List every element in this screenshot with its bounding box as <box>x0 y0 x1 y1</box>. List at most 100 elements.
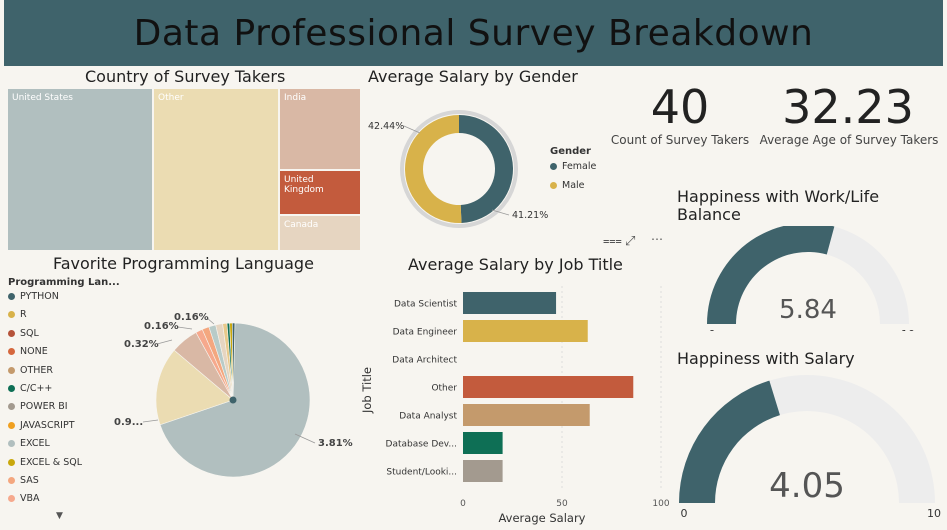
legend-dot-icon <box>8 421 15 429</box>
male-dot-icon <box>550 182 557 189</box>
language-legend-item[interactable]: OTHER <box>8 365 53 376</box>
bar-category-label: Student/Looki... <box>386 468 457 478</box>
legend-dot-icon <box>8 293 15 300</box>
legend-dot-icon <box>8 477 15 484</box>
pie-data-label: 0.16% <box>144 321 179 332</box>
treemap-cell-canada[interactable]: Canada <box>279 215 361 251</box>
legend-label: POWER BI <box>20 401 68 413</box>
pie-leader-line <box>206 317 215 325</box>
language-legend-item[interactable]: JAVASCRIPT <box>8 420 75 431</box>
pie-data-label: 0.32% <box>124 339 159 350</box>
legend-label: SAS <box>20 475 39 486</box>
pie-slice <box>231 322 236 401</box>
female-dot-icon <box>550 163 557 170</box>
legend-dot-icon <box>8 348 15 356</box>
legend-label: R <box>20 309 27 321</box>
treemap-cell-united-states[interactable]: United States <box>7 88 153 251</box>
gender-donut-chart[interactable]: 41.21% 42.44% <box>362 88 602 238</box>
legend-label: JAVASCRIPT <box>20 419 75 431</box>
bar-x-tick: 0 <box>460 499 466 509</box>
legend-dot-icon <box>8 366 15 374</box>
bar-student-looki- <box>463 460 503 482</box>
legend-male-label: Male <box>562 180 585 191</box>
legend-label: C/C++ <box>20 383 53 394</box>
treemap-cell-united-kingdom[interactable]: United Kingdom <box>279 170 361 215</box>
language-legend-item[interactable]: VBA <box>8 493 40 504</box>
treemap-cell-india[interactable]: India <box>279 88 361 170</box>
salary-gauge[interactable]: 4.05 0 10 <box>668 368 944 523</box>
language-legend-item[interactable]: NONE <box>8 346 48 357</box>
language-legend-item[interactable]: EXCEL & SQL <box>8 457 82 468</box>
legend-female[interactable]: Female <box>550 161 596 172</box>
bar-category-label: Data Architect <box>392 356 457 366</box>
scroll-down-icon[interactable]: ▼ <box>56 511 63 521</box>
bar-x-axis-label: Average Salary <box>498 511 585 525</box>
worklife-gauge-value: 5.84 <box>779 295 837 325</box>
language-legend-item[interactable]: PYTHON <box>8 291 59 302</box>
focus-mode-icon[interactable]: ⤢ <box>625 234 636 249</box>
bar-database-dev- <box>463 432 503 454</box>
bar-data-scientist <box>463 292 557 314</box>
legend-label: EXCEL & SQL <box>20 456 82 468</box>
language-title: Favorite Programming Language <box>53 254 314 273</box>
legend-dot-icon <box>8 403 15 411</box>
kpi-count-label: Count of Survey Takers <box>610 133 750 147</box>
pie-leader-line <box>177 326 193 330</box>
worklife-gauge[interactable]: 5.84 0 10 <box>690 226 930 331</box>
gender-legend-title: Gender <box>550 146 591 157</box>
pie-data-label: 0.9... <box>114 417 143 428</box>
legend-label: NONE <box>20 346 48 358</box>
job-salary-bar-chart[interactable]: Data Scientist Data Engineer Data Architec… <box>355 280 675 525</box>
legend-dot-icon <box>8 385 15 392</box>
bar-category-label: Data Engineer <box>393 328 458 338</box>
more-options-icon[interactable]: ⋯ <box>651 232 663 246</box>
language-legend-item[interactable]: SAS <box>8 475 39 486</box>
pie-leader-line <box>142 419 159 423</box>
legend-dot-icon <box>8 458 15 466</box>
bar-x-tick: 50 <box>556 499 568 509</box>
language-legend-item[interactable]: SQL <box>8 328 39 339</box>
treemap-cell-other[interactable]: Other <box>153 88 279 251</box>
language-legend-title: Programming Lan... <box>8 277 120 288</box>
gender-title: Average Salary by Gender <box>368 67 578 86</box>
worklife-gauge-fill <box>707 226 835 324</box>
salary-gauge-min-label: 0 <box>681 507 688 520</box>
bar-data-analyst <box>463 404 590 426</box>
filter-icon[interactable]: ⩶ <box>603 234 622 247</box>
gauge2-title: Happiness with Salary <box>677 349 855 368</box>
pie-leader-line <box>156 339 173 345</box>
language-legend-item[interactable]: POWER BI <box>8 401 68 412</box>
country-treemap[interactable]: United States Other India United Kingdom Can… <box>7 88 361 251</box>
bar-y-axis-label: Job Title <box>360 367 374 414</box>
legend-label: PYTHON <box>20 291 59 302</box>
header-bar: Data Professional Survey Breakdown <box>4 0 943 66</box>
salary-gauge-max-label: 10 <box>927 507 941 520</box>
bar-data-engineer <box>463 320 588 342</box>
page-title: Data Professional Survey Breakdown <box>133 12 814 54</box>
kpi-age-value: 32.23 <box>782 80 914 134</box>
pie-data-label: 3.81% <box>318 438 353 449</box>
legend-label: EXCEL <box>20 438 50 450</box>
pie-slice <box>155 349 234 426</box>
kpi-age-label: Average Age of Survey Takers <box>759 133 939 147</box>
language-legend-item[interactable]: R <box>8 309 27 320</box>
bar-category-label: Database Dev... <box>386 440 457 450</box>
donut-slice-female <box>459 115 514 223</box>
language-legend-item[interactable]: C/C++ <box>8 383 52 394</box>
gauge1-title: Happiness with Work/Life Balance <box>677 187 880 224</box>
donut-label-female: 41.21% <box>512 210 548 221</box>
legend-dot-icon <box>8 495 15 503</box>
salary-gauge-value: 4.05 <box>769 466 845 506</box>
worklife-gauge-min-label: 0 <box>709 328 716 331</box>
legend-male[interactable]: Male <box>550 180 585 191</box>
pie-data-label: 0.16% <box>174 312 209 323</box>
bar-other <box>463 376 634 398</box>
donut-label-male: 42.44% <box>368 121 404 132</box>
legend-dot-icon <box>8 329 15 337</box>
language-pie-chart[interactable]: 3.81% 0.9... 0.32% 0.16%0.16% <box>110 290 370 515</box>
jobs-title: Average Salary by Job Title <box>408 255 623 274</box>
language-legend-item[interactable]: EXCEL <box>8 438 50 449</box>
donut-leader-male <box>403 125 421 134</box>
legend-female-label: Female <box>562 161 597 172</box>
